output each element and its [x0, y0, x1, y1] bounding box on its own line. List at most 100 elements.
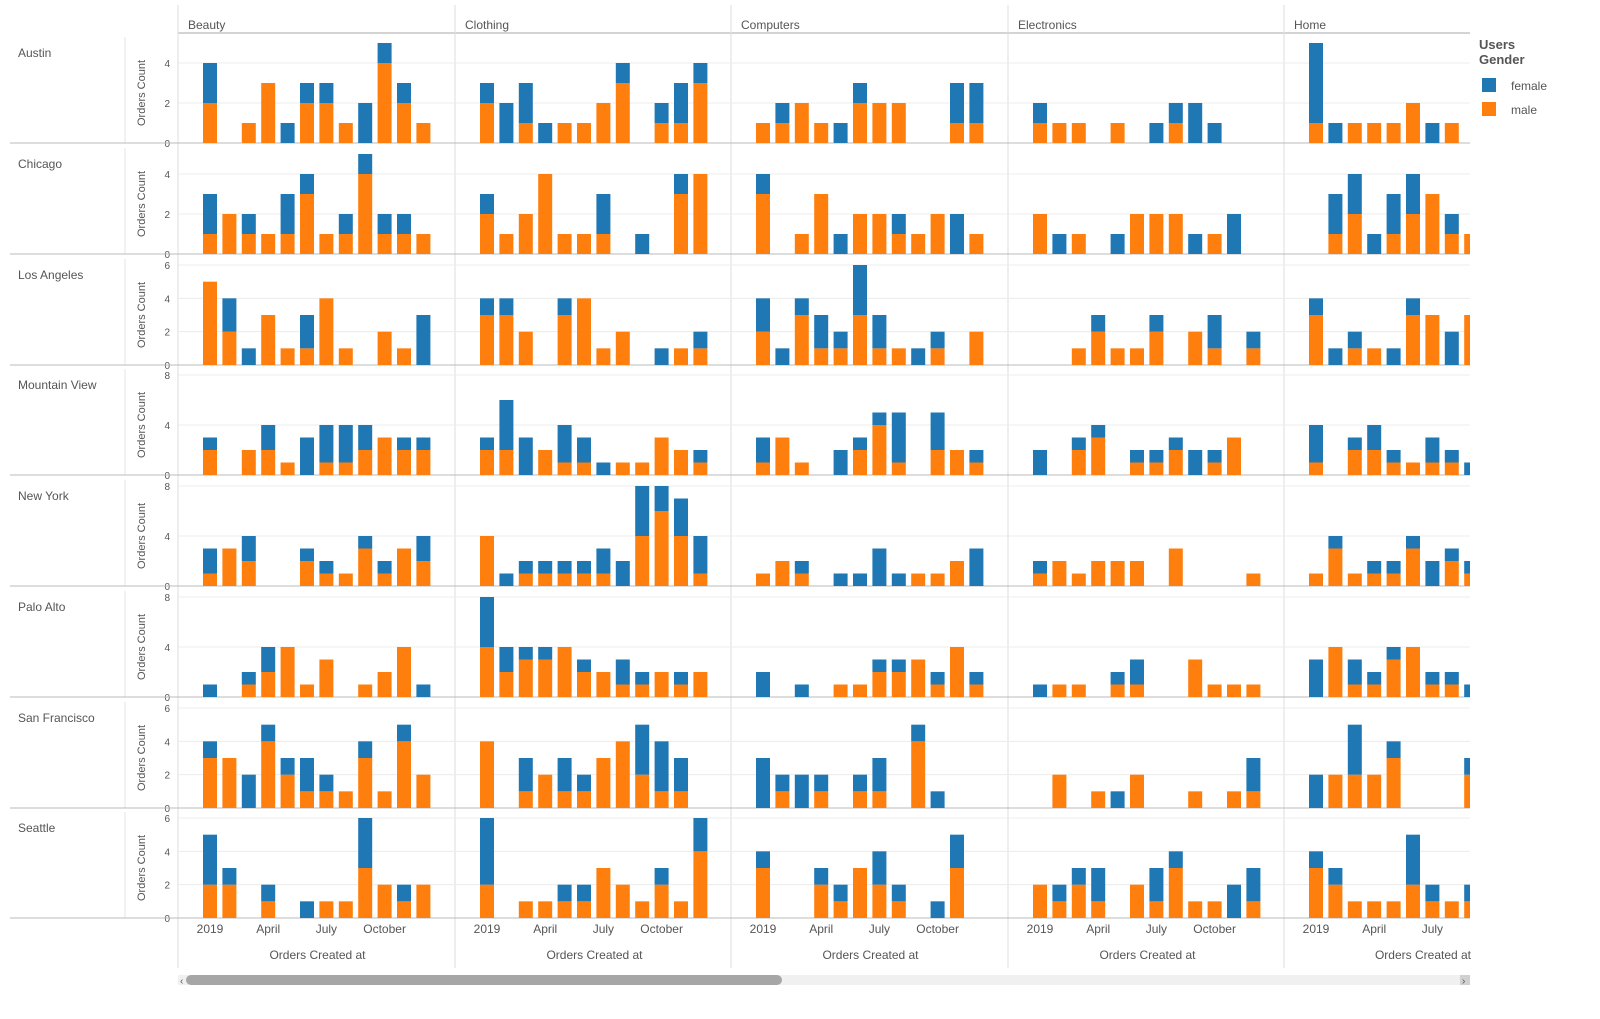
bar-female[interactable]	[1188, 234, 1203, 254]
bar-male[interactable]	[538, 174, 553, 254]
bar-female[interactable]	[1444, 548, 1459, 562]
bar-male[interactable]	[872, 103, 887, 143]
bar-male[interactable]	[261, 450, 276, 475]
bar-female[interactable]	[203, 684, 217, 698]
bar-female[interactable]	[930, 791, 945, 808]
horizontal-scrollbar-thumb[interactable]	[186, 975, 782, 985]
bar-male[interactable]	[1149, 462, 1164, 476]
bar-female[interactable]	[1464, 462, 1478, 476]
bar-male[interactable]	[693, 672, 708, 697]
bar-female[interactable]	[872, 315, 887, 349]
bar-female[interactable]	[557, 758, 572, 792]
bar-female[interactable]	[203, 194, 217, 234]
bar-male[interactable]	[261, 83, 276, 143]
bar-male[interactable]	[222, 884, 237, 918]
bar-female[interactable]	[300, 758, 314, 792]
bar-female[interactable]	[518, 83, 533, 123]
bar-female[interactable]	[872, 548, 887, 587]
bar-female[interactable]	[1130, 659, 1144, 685]
bar-female[interactable]	[756, 174, 770, 194]
bar-male[interactable]	[261, 901, 276, 918]
bar-male[interactable]	[775, 437, 790, 476]
bar-male[interactable]	[261, 741, 276, 808]
bar-male[interactable]	[416, 774, 431, 808]
bar-male[interactable]	[1444, 462, 1459, 476]
bar-female[interactable]	[557, 425, 572, 463]
bar-female[interactable]	[1386, 450, 1401, 463]
bar-male[interactable]	[1188, 791, 1203, 808]
bar-male[interactable]	[480, 315, 494, 365]
bar-female[interactable]	[891, 573, 906, 587]
bar-male[interactable]	[338, 573, 353, 587]
bar-female[interactable]	[930, 412, 945, 451]
bar-male[interactable]	[358, 684, 373, 698]
bar-female[interactable]	[891, 412, 906, 463]
bar-male[interactable]	[1425, 901, 1440, 918]
bar-male[interactable]	[1052, 684, 1067, 698]
bar-male[interactable]	[1425, 194, 1440, 254]
bar-male[interactable]	[577, 672, 591, 697]
bar-male[interactable]	[1052, 774, 1067, 808]
bar-female[interactable]	[480, 83, 494, 103]
bar-female[interactable]	[1246, 868, 1261, 902]
bar-female[interactable]	[674, 498, 688, 537]
bar-female[interactable]	[654, 486, 669, 511]
bar-male[interactable]	[872, 348, 887, 365]
bar-male[interactable]	[693, 174, 708, 254]
bar-female[interactable]	[635, 672, 650, 685]
bar-male[interactable]	[833, 348, 848, 365]
bar-male[interactable]	[300, 348, 314, 365]
bar-male[interactable]	[577, 901, 591, 918]
bar-male[interactable]	[1309, 573, 1323, 587]
bar-male[interactable]	[891, 234, 906, 254]
bar-male[interactable]	[674, 684, 688, 698]
bar-male[interactable]	[1130, 561, 1144, 586]
bar-male[interactable]	[1168, 214, 1183, 254]
bar-male[interactable]	[1328, 548, 1343, 587]
bar-male[interactable]	[872, 672, 887, 697]
bar-female[interactable]	[222, 868, 237, 885]
bar-female[interactable]	[1425, 123, 1440, 143]
bar-female[interactable]	[1309, 298, 1323, 315]
bar-female[interactable]	[397, 884, 411, 902]
bar-male[interactable]	[319, 298, 334, 365]
bar-male[interactable]	[674, 348, 688, 365]
bar-female[interactable]	[654, 741, 669, 792]
bar-female[interactable]	[300, 548, 314, 562]
bar-male[interactable]	[950, 123, 964, 143]
bar-female[interactable]	[499, 573, 514, 587]
bar-female[interactable]	[577, 561, 591, 574]
bar-male[interactable]	[794, 315, 809, 365]
bar-male[interactable]	[1149, 214, 1164, 254]
bar-male[interactable]	[1207, 901, 1222, 918]
bar-male[interactable]	[1071, 573, 1086, 587]
bar-female[interactable]	[1347, 331, 1362, 349]
bar-male[interactable]	[577, 462, 591, 476]
bar-female[interactable]	[1246, 758, 1261, 792]
bar-male[interactable]	[1386, 573, 1401, 587]
bar-female[interactable]	[775, 348, 790, 365]
bar-female[interactable]	[222, 298, 237, 332]
bar-male[interactable]	[203, 758, 217, 808]
bar-male[interactable]	[1328, 647, 1343, 697]
bar-female[interactable]	[557, 884, 572, 902]
bar-male[interactable]	[930, 214, 945, 254]
bar-female[interactable]	[1464, 758, 1478, 775]
bar-male[interactable]	[872, 884, 887, 918]
bar-female[interactable]	[756, 298, 770, 332]
bar-male[interactable]	[319, 659, 334, 698]
bar-female[interactable]	[480, 194, 494, 214]
bar-male[interactable]	[577, 298, 591, 365]
bar-male[interactable]	[261, 672, 276, 697]
bar-female[interactable]	[1033, 684, 1047, 698]
bar-female[interactable]	[1309, 425, 1323, 463]
bar-female[interactable]	[1309, 851, 1323, 868]
bar-female[interactable]	[615, 659, 630, 685]
bar-female[interactable]	[203, 741, 217, 758]
bar-female[interactable]	[280, 123, 295, 143]
bar-male[interactable]	[1149, 901, 1164, 918]
bar-female[interactable]	[1425, 884, 1440, 902]
bar-male[interactable]	[674, 791, 688, 808]
bar-male[interactable]	[1406, 315, 1420, 365]
bar-female[interactable]	[1168, 103, 1183, 123]
